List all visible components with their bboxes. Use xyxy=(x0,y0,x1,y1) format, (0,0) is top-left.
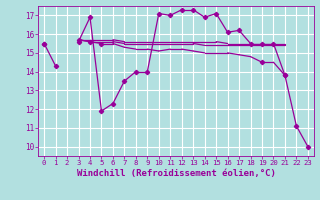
X-axis label: Windchill (Refroidissement éolien,°C): Windchill (Refroidissement éolien,°C) xyxy=(76,169,276,178)
